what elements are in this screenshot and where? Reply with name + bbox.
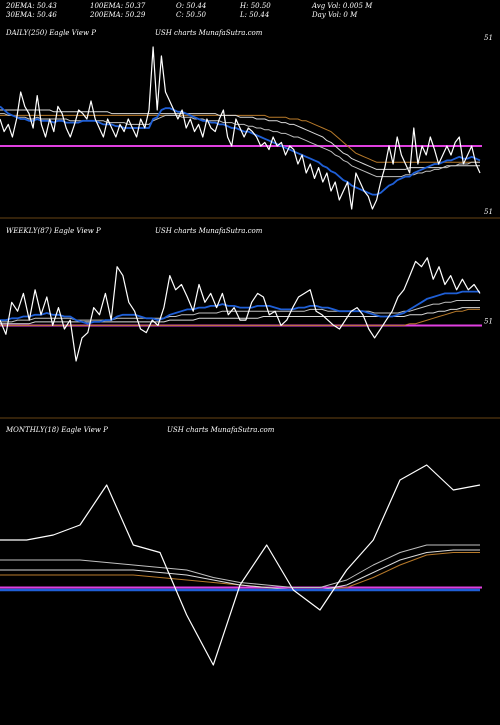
right-tick-label: 51 [484, 208, 493, 216]
header-stat: O: 50.44 [176, 2, 206, 10]
chart-panels: DAILY(250) Eagle View P USH charts Munafa… [0, 29, 500, 666]
chart-panel: WEEKLY(87) Eagle View P USH charts Munafa… [0, 227, 500, 419]
panel-title: MONTHLY(18) Eagle View P [5, 426, 108, 434]
ema-200-line [0, 308, 480, 326]
ema-mid-line [0, 113, 480, 178]
panel-source-label: USH charts MunafaSutra.com [155, 227, 263, 235]
price-line [0, 46, 481, 210]
ema-mid-line [0, 544, 480, 588]
price-line [0, 464, 481, 666]
ema-long-line [0, 109, 480, 170]
right-tick-label: 51 [484, 317, 493, 325]
panel-source-label: USH charts MunafaSutra.com [155, 29, 263, 37]
chart-panel: DAILY(250) Eagle View P USH charts Munafa… [0, 29, 500, 219]
ema-short-line [0, 105, 481, 196]
ema-mid-line [0, 300, 480, 323]
panel-title: WEEKLY(87) Eagle View P [6, 227, 101, 235]
header-stat: Day Vol: 0 M [311, 11, 358, 19]
header-stat: 20EMA: 50.43 [5, 2, 57, 10]
header-stat: H: 50.50 [239, 2, 271, 10]
header-stat: L: 50.44 [239, 11, 269, 19]
header-stat: Avg Vol: 0.005 M [311, 2, 373, 10]
price-line [0, 257, 481, 362]
header-stat: 100EMA: 50.37 [90, 2, 146, 10]
right-tick-label: 51 [484, 34, 493, 42]
header-stat: C: 50.50 [176, 11, 207, 19]
header-stat: 30EMA: 50.46 [6, 11, 57, 19]
ema-200-line [0, 114, 480, 163]
ema-short-line [0, 290, 480, 325]
stats-header: 20EMA: 50.43 100EMA: 50.37 O: 50.44 H: 50.5… [5, 2, 373, 19]
panel-source-label: USH charts MunafaSutra.com [167, 426, 275, 434]
chart-panel: MONTHLY(18) Eagle View P USH charts Munaf… [0, 426, 482, 666]
header-stat: 200EMA: 50.29 [89, 11, 146, 19]
panel-title: DAILY(250) Eagle View P [5, 29, 96, 37]
